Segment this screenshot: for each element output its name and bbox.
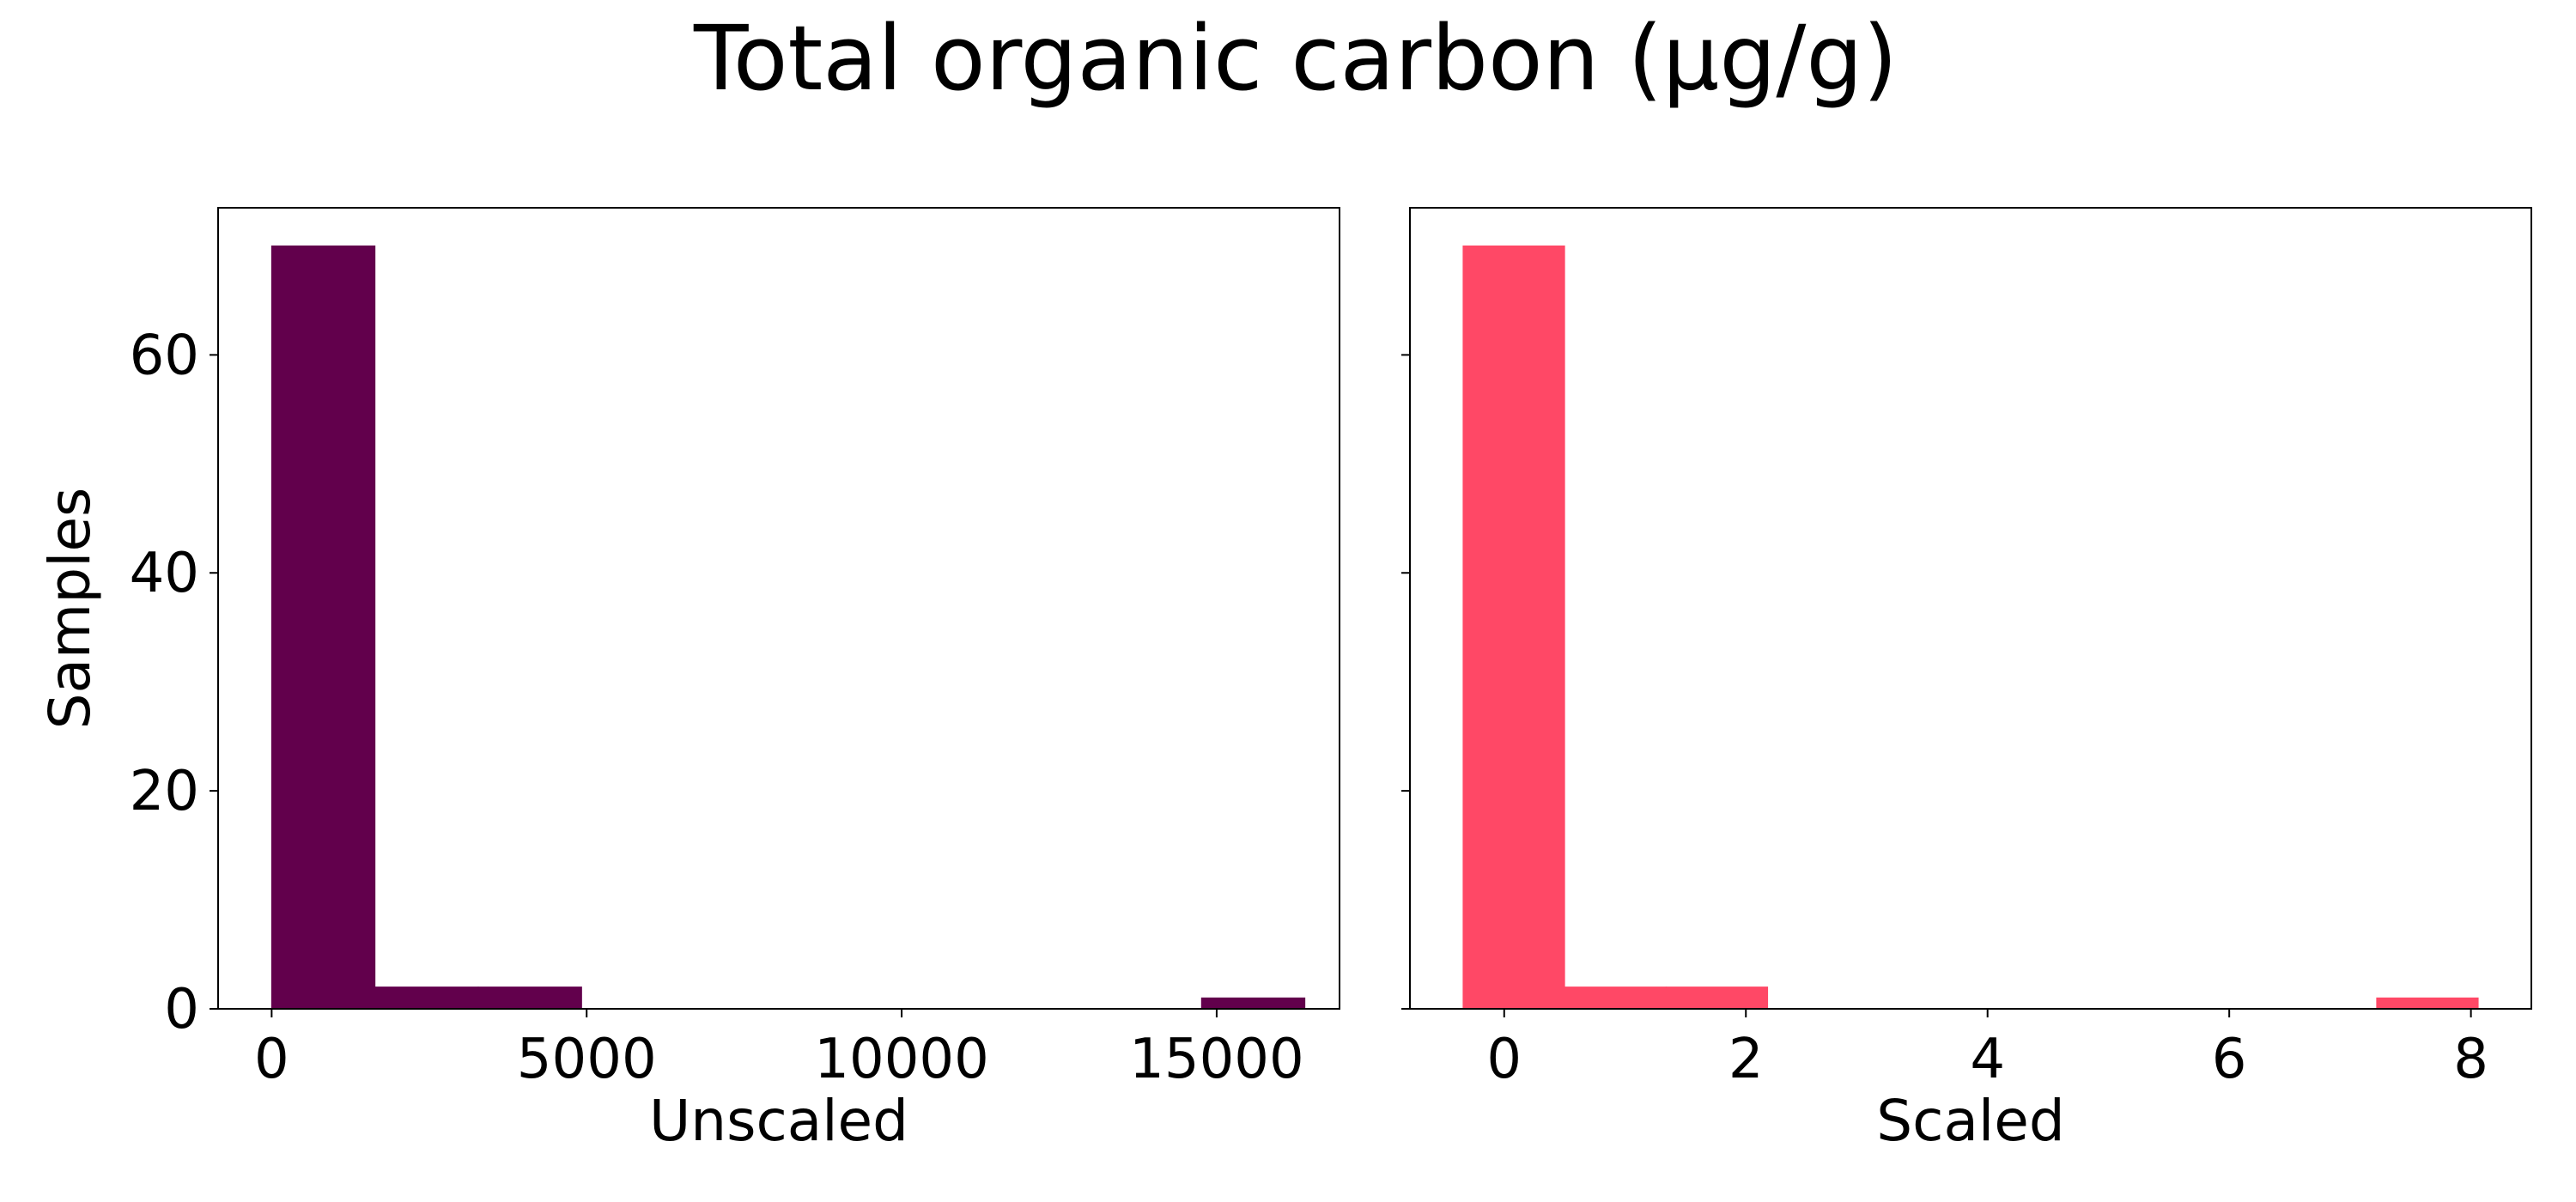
x-tick-label: 4 <box>1970 1028 2005 1091</box>
x-tick-label: 8 <box>2453 1028 2488 1091</box>
axes-frame <box>1409 207 2532 1010</box>
x-tick-label: 2 <box>1728 1028 1764 1091</box>
x-axis-label: Unscaled <box>649 1088 908 1154</box>
panels-group: 0 5000 10000 15000 0 20 40 60 Unscaled Samples 0 2 4… <box>37 207 2532 1154</box>
x-tick-label: 0 <box>1486 1028 1522 1091</box>
histogram-bar <box>1665 986 1769 1010</box>
histogram-bar <box>1462 245 1565 1010</box>
histogram-panel-2: 0 2 4 6 8 Scaled <box>1401 207 2532 1154</box>
y-tick-label: 40 <box>130 542 199 605</box>
x-tick-label: 10000 <box>814 1028 989 1091</box>
histogram-panel-1: 0 5000 10000 15000 0 20 40 60 Unscaled Samples <box>37 207 1340 1154</box>
x-tick-label: 5000 <box>517 1028 657 1091</box>
x-axis-label: Scaled <box>1876 1088 2064 1154</box>
histogram-bar <box>1564 986 1667 1010</box>
histogram-bar <box>477 986 582 1010</box>
x-tick-label: 15000 <box>1129 1028 1304 1091</box>
histogram-bar <box>374 986 479 1010</box>
axes-frame <box>217 207 1340 1010</box>
y-axis-label: Samples <box>37 488 103 730</box>
histogram-bar <box>270 245 376 1010</box>
histogram-bar <box>2376 997 2479 1010</box>
y-tick-label: 60 <box>130 324 199 387</box>
y-tick-label: 20 <box>130 760 199 823</box>
x-tick-label: 6 <box>2212 1028 2247 1091</box>
histogram-bar <box>1200 997 1306 1010</box>
y-tick-label: 0 <box>164 978 199 1041</box>
figure-title: Total organic carbon (µg/g) <box>693 6 1898 111</box>
x-tick-label: 0 <box>254 1028 289 1091</box>
